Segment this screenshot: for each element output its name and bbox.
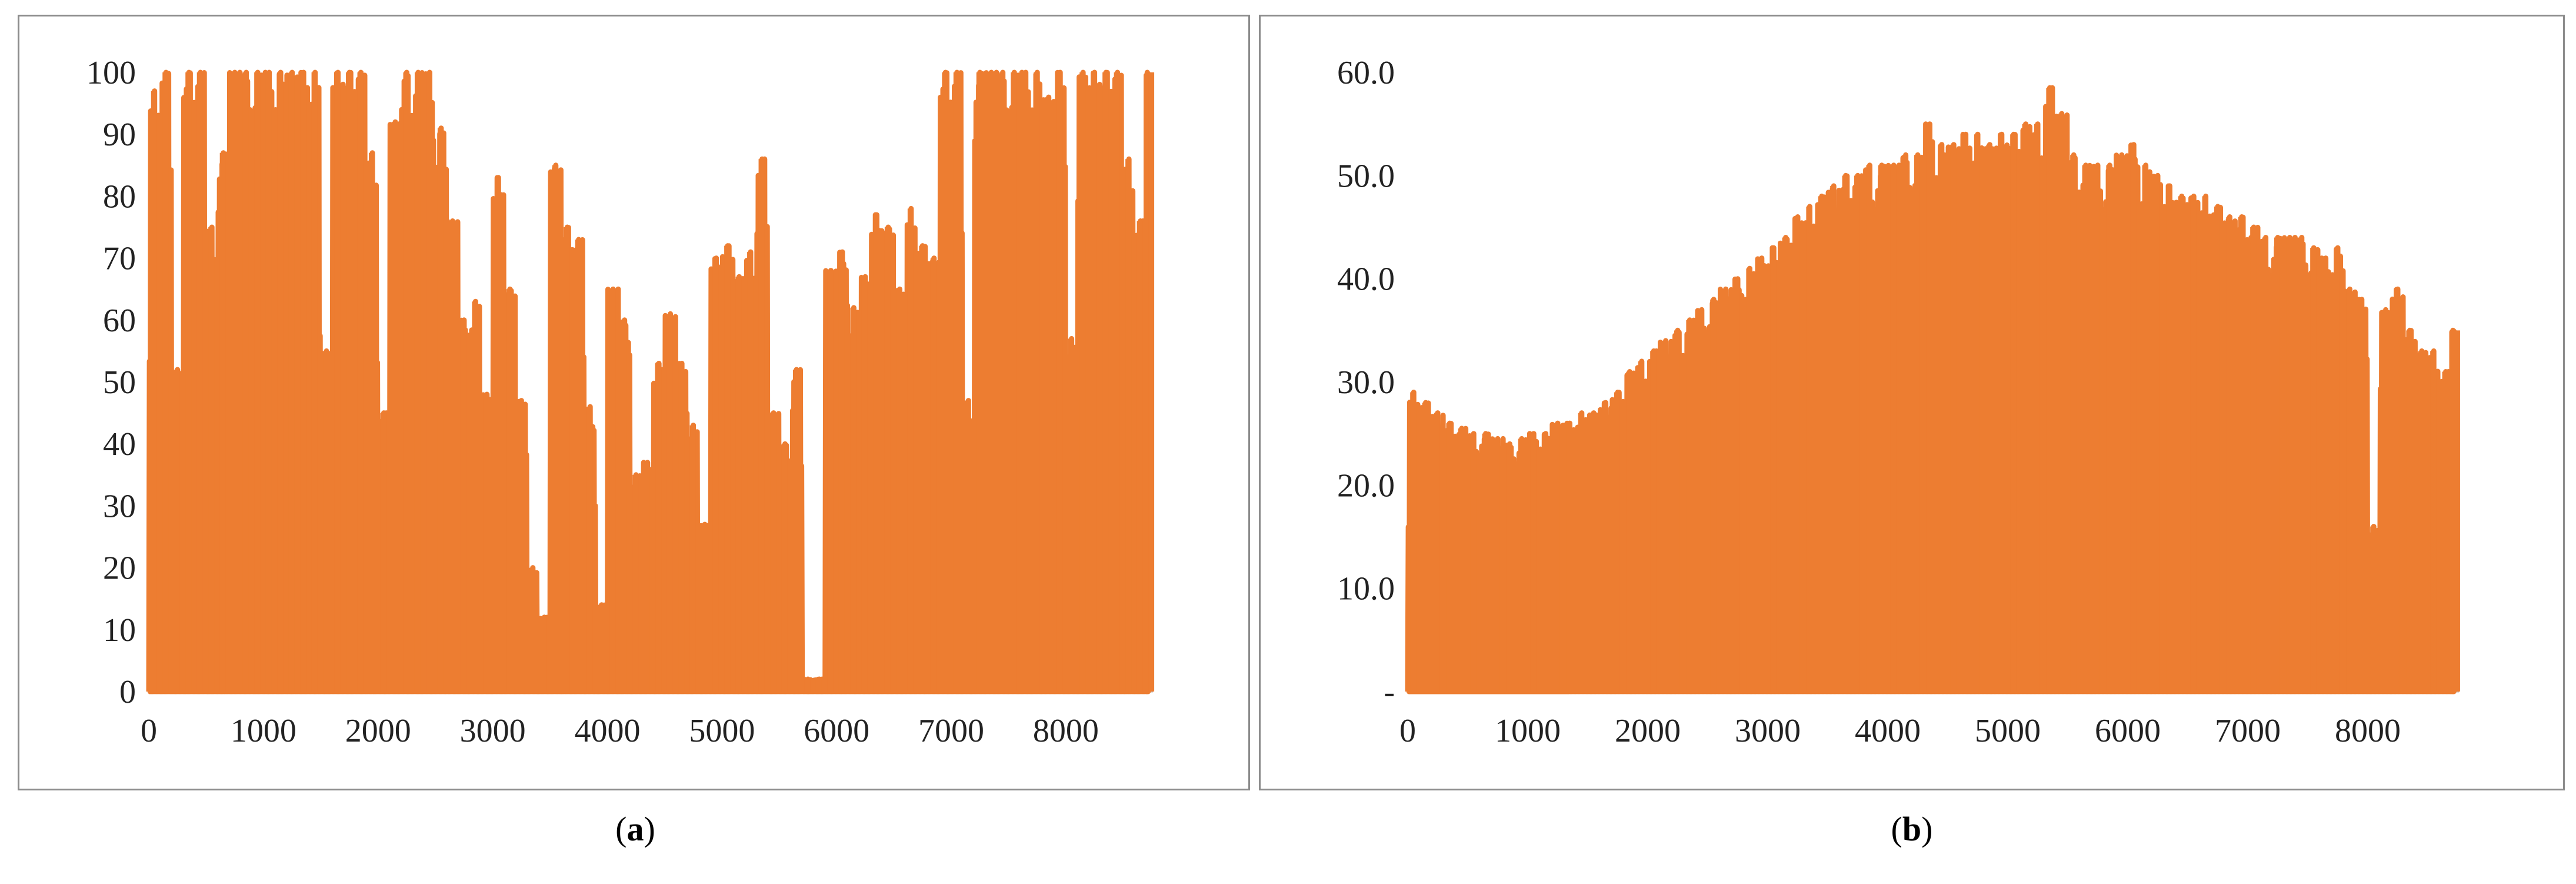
panel-a-y-tick-label: 100 (86, 55, 136, 91)
panel-a-y-tick-label: 0 (119, 674, 136, 710)
panel-a-x-tick-label: 4000 (574, 713, 640, 749)
panel-a-x-tick-label: 8000 (1033, 713, 1099, 749)
panel-a-y-tick-label: 60 (103, 303, 136, 339)
panel-b-y-tick-label: 40.0 (1337, 261, 1395, 298)
panel-b-x-tick-label: 4000 (1855, 713, 1921, 749)
panel-a-x-tick-label: 7000 (918, 713, 984, 749)
panel-a-x-tick-label: 1000 (231, 713, 296, 749)
panel-b-y-tick-label: 30.0 (1337, 364, 1395, 401)
caption-a-close: ) (644, 810, 655, 848)
panel-a-x-tick-label: 6000 (804, 713, 869, 749)
panel-a-y-tick-label: 40 (103, 426, 136, 463)
panel-a-x-tick-label: 3000 (460, 713, 526, 749)
panel-a-y-tick-label: 30 (103, 488, 136, 524)
caption-b-letter: b (1902, 810, 1922, 848)
panel-b-x-tick-label: 0 (1399, 713, 1416, 749)
panel-a-y-tick-label: 90 (103, 117, 136, 153)
panel-b-x-tick-label: 8000 (2335, 713, 2401, 749)
panel-b-x-tick-label: 7000 (2215, 713, 2281, 749)
panel-b-caption: (b) (1853, 809, 1971, 849)
caption-a-open: ( (615, 810, 627, 848)
panel-a-y-tick-label: 70 (103, 241, 136, 277)
panel-b-x-tick-label: 3000 (1735, 713, 1801, 749)
panel-a-y-tick-label: 50 (103, 364, 136, 401)
panel-b-x-tick-label: 5000 (1975, 713, 2041, 749)
panel-b-y-tick-label: 60.0 (1337, 55, 1395, 91)
panel-b-y-tick-label: 10.0 (1337, 571, 1395, 607)
panel-a-y-tick-label: 20 (103, 550, 136, 587)
panel-a-x-tick-label: 5000 (689, 713, 755, 749)
caption-a-letter: a (626, 810, 644, 848)
panel-a-y-tick-label: 10 (103, 612, 136, 649)
panel-a-y-tick-label: 80 (103, 178, 136, 215)
panel-b-y-tick-label: - (1384, 674, 1395, 710)
panel-b-x-tick-label: 2000 (1615, 713, 1681, 749)
panel-b-x-tick-label: 1000 (1495, 713, 1561, 749)
panel-b-y-tick-label: 20.0 (1337, 467, 1395, 504)
panel-a-caption: (a) (576, 809, 694, 849)
panel-b-y-tick-label: 50.0 (1337, 158, 1395, 194)
panel-a-x-tick-label: 2000 (345, 713, 411, 749)
caption-b-open: ( (1891, 810, 1902, 848)
caption-b-close: ) (1921, 810, 1933, 848)
panel-a-x-tick-label: 0 (141, 713, 157, 749)
panel-b-x-tick-label: 6000 (2095, 713, 2161, 749)
